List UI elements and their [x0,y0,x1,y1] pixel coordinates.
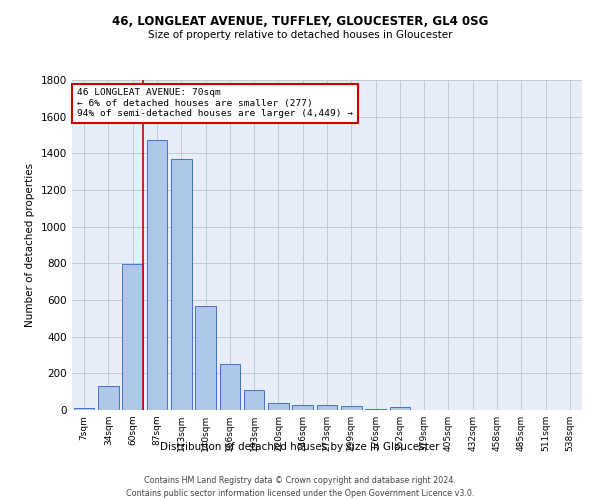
Bar [341,406,362,410]
Bar [146,140,167,410]
Bar [317,406,337,410]
Bar [74,408,94,410]
Bar [171,159,191,410]
Bar [195,306,216,410]
Bar [268,403,289,410]
Text: Contains HM Land Registry data © Crown copyright and database right 2024.: Contains HM Land Registry data © Crown c… [144,476,456,485]
Text: 46, LONGLEAT AVENUE, TUFFLEY, GLOUCESTER, GL4 0SG: 46, LONGLEAT AVENUE, TUFFLEY, GLOUCESTER… [112,15,488,28]
Bar [365,409,386,410]
Text: 46 LONGLEAT AVENUE: 70sqm
← 6% of detached houses are smaller (277)
94% of semi-: 46 LONGLEAT AVENUE: 70sqm ← 6% of detach… [77,88,353,118]
Bar [98,386,119,410]
Bar [292,404,313,410]
Bar [122,264,143,410]
Text: Distribution of detached houses by size in Gloucester: Distribution of detached houses by size … [160,442,440,452]
Bar [220,364,240,410]
Text: Contains public sector information licensed under the Open Government Licence v3: Contains public sector information licen… [126,489,474,498]
Y-axis label: Number of detached properties: Number of detached properties [25,163,35,327]
Bar [389,406,410,410]
Text: Size of property relative to detached houses in Gloucester: Size of property relative to detached ho… [148,30,452,40]
Bar [244,390,265,410]
